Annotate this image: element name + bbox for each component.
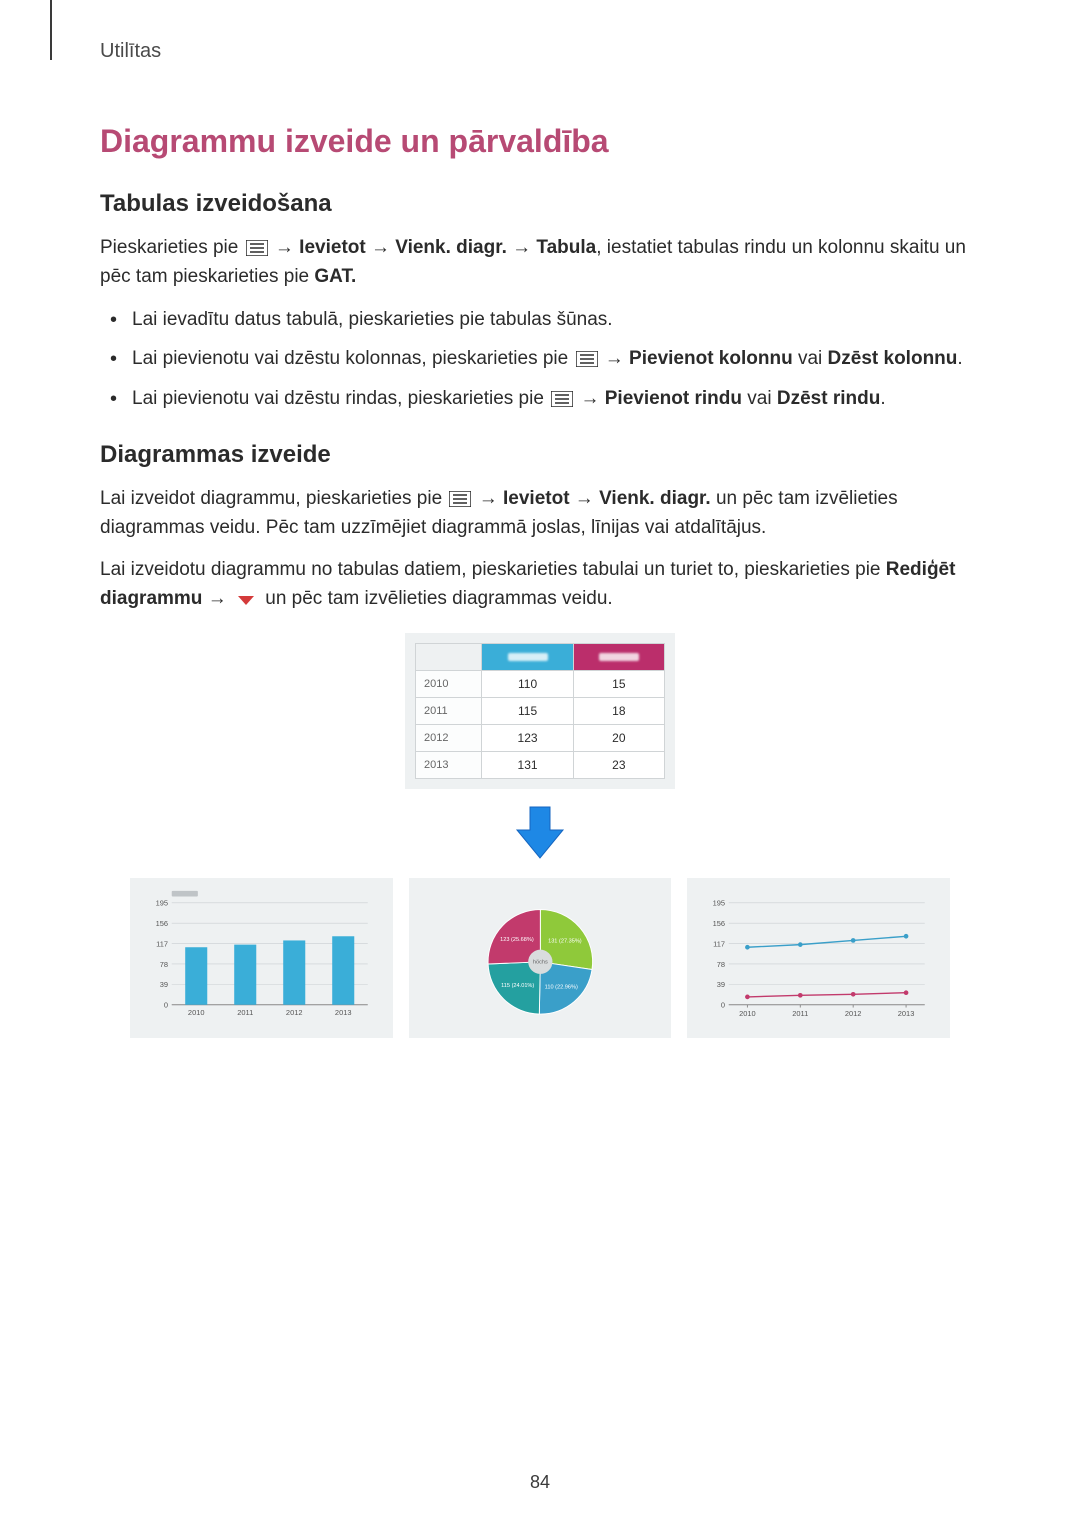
subsection-diagrammas-title: Diagrammas izveide (100, 441, 980, 469)
table-header-empty (416, 644, 482, 671)
cell-year: 2013 (416, 752, 482, 779)
sec1-li3-seq: → Pievienot rindu (575, 388, 742, 409)
cell-c1: 123 (482, 725, 573, 752)
sec2-p2-rest: un pēc tam izvēlieties diagrammas veidu. (260, 588, 613, 609)
menu-icon (576, 351, 598, 367)
svg-text:117: 117 (156, 940, 168, 949)
svg-text:156: 156 (156, 919, 168, 928)
table-header-1 (482, 644, 573, 671)
sec1-li1: Lai ievadītu datus tabulā, pieskarieties… (100, 305, 980, 334)
sec1-list: Lai ievadītu datus tabulā, pieskarieties… (100, 305, 980, 413)
bar-chart-panel: 0 39 78 117 156 195 2010 2011 2012 2013 (130, 878, 393, 1038)
svg-text:115 (24.01%): 115 (24.01%) (501, 983, 534, 989)
cell-year: 2011 (416, 698, 482, 725)
sec1-li3-del: Dzēst rindu (777, 388, 880, 409)
sec2-p1-pre: Lai izveidot diagrammu, pieskarieties pi… (100, 488, 447, 509)
cell-c2: 20 (573, 725, 664, 752)
page-number: 84 (0, 1472, 1080, 1493)
menu-icon (246, 240, 268, 256)
svg-text:39: 39 (717, 980, 725, 989)
pie-chart-panel: 131 (27.35%) 110 (22.96%) 115 (24.01%) 123 … (409, 878, 672, 1038)
main-title: Diagrammu izveide un pārvaldība (100, 123, 980, 160)
sec2-p2-pre: Lai izveidotu diagrammu no tabulas datie… (100, 559, 886, 580)
sec1-paragraph: Pieskarieties pie → Ievietot → Vienk. di… (100, 234, 980, 291)
svg-text:2013: 2013 (335, 1008, 352, 1017)
sec1-li2-seq: → Pievienot kolonnu (600, 348, 793, 369)
svg-text:0: 0 (164, 1001, 168, 1010)
svg-text:2011: 2011 (237, 1008, 253, 1017)
cell-year: 2012 (416, 725, 482, 752)
subsection-tabulas-title: Tabulas izveidošana (100, 190, 980, 218)
cell-year: 2010 (416, 671, 482, 698)
pie-chart: 131 (27.35%) 110 (22.96%) 115 (24.01%) 123 … (419, 886, 662, 1032)
svg-text:78: 78 (717, 960, 725, 969)
sec2-p1: Lai izveidot diagrammu, pieskarieties pi… (100, 485, 980, 542)
svg-text:2012: 2012 (286, 1008, 303, 1017)
cell-c1: 131 (482, 752, 573, 779)
sec1-li2-pre: Lai pievienotu vai dzēstu kolonnas, pies… (132, 348, 574, 369)
left-border-accent (50, 0, 52, 60)
svg-text:131 (27.35%): 131 (27.35%) (548, 939, 582, 945)
section-label: Utilītas (100, 40, 980, 63)
svg-text:2011: 2011 (793, 1009, 809, 1018)
svg-text:117: 117 (713, 940, 725, 949)
down-arrow-icon (515, 805, 565, 860)
menu-icon (449, 491, 471, 507)
cell-c2: 15 (573, 671, 664, 698)
menu-icon (551, 391, 573, 407)
table-row: 2013 131 23 (416, 752, 665, 779)
svg-text:2013: 2013 (898, 1009, 915, 1018)
sec2-p1-seq: → Ievietot → Vienk. diagr. (473, 488, 710, 509)
svg-text:195: 195 (713, 899, 725, 908)
svg-text:2010: 2010 (739, 1009, 756, 1018)
svg-text:195: 195 (156, 899, 168, 908)
cell-c2: 18 (573, 698, 664, 725)
svg-text:123 (25.68%): 123 (25.68%) (500, 938, 534, 944)
svg-text:höchs: höchs (533, 960, 548, 966)
sec2-p2: Lai izveidotu diagrammu no tabulas datie… (100, 556, 980, 613)
line-chart-panel: 0 39 78 117 156 195 2010 2011 2012 2013 (687, 878, 950, 1038)
charts-row: 0 39 78 117 156 195 2010 2011 2012 2013 131 (27.3… (130, 878, 950, 1038)
line-chart: 0 39 78 117 156 195 2010 2011 2012 2013 (697, 886, 940, 1032)
table-row: 2010 110 15 (416, 671, 665, 698)
cell-c1: 115 (482, 698, 573, 725)
sec1-li2-or: vai (793, 348, 828, 369)
sec1-li2-del: Dzēst kolonnu (828, 348, 958, 369)
sec1-p1-gat: GAT. (314, 266, 356, 287)
sec1-li3: Lai pievienotu vai dzēstu rindas, pieska… (100, 384, 980, 413)
sec1-p1-seq: → Ievietot → Vienk. diagr. → Tabula (270, 237, 597, 258)
svg-text:78: 78 (160, 960, 168, 969)
svg-text:0: 0 (721, 1001, 725, 1010)
table-header-2 (573, 644, 664, 671)
sec1-li3-pre: Lai pievienotu vai dzēstu rindas, pieska… (132, 388, 549, 409)
sec1-p1-pre: Pieskarieties pie (100, 237, 244, 258)
bar-chart: 0 39 78 117 156 195 2010 2011 2012 2013 (140, 886, 383, 1032)
svg-text:156: 156 (713, 919, 725, 928)
sec1-li2: Lai pievienotu vai dzēstu kolonnas, pies… (100, 344, 980, 373)
cell-c1: 110 (482, 671, 573, 698)
cell-c2: 23 (573, 752, 664, 779)
svg-text:110 (22.96%): 110 (22.96%) (544, 985, 577, 991)
svg-text:39: 39 (160, 980, 168, 989)
red-down-triangle-icon (236, 594, 256, 606)
sec1-li3-or: vai (742, 388, 777, 409)
example-table: 2010 110 15 2011 115 18 2012 123 20 2013… (415, 643, 665, 779)
table-row: 2012 123 20 (416, 725, 665, 752)
example-table-figure: 2010 110 15 2011 115 18 2012 123 20 2013… (405, 633, 675, 789)
svg-text:2012: 2012 (845, 1009, 862, 1018)
table-row: 2011 115 18 (416, 698, 665, 725)
svg-text:2010: 2010 (188, 1008, 205, 1017)
